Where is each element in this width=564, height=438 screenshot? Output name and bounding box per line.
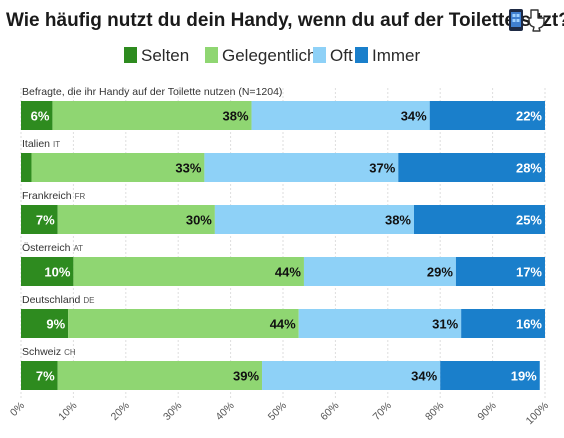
value-label-immer: 28% bbox=[516, 161, 542, 176]
category-country-code: DE bbox=[83, 296, 94, 305]
value-label-immer: 19% bbox=[511, 369, 537, 384]
bar-oft bbox=[303, 257, 456, 286]
toilet-icon bbox=[528, 9, 545, 32]
legend-swatch-immer bbox=[355, 47, 368, 63]
category-country-code: FR bbox=[75, 192, 86, 201]
category-label: Schweiz CH bbox=[22, 346, 76, 358]
chart-title: Wie häufig nutzt du dein Handy, wenn du … bbox=[6, 10, 564, 31]
bars: Befragte, die ihr Handy auf der Toilette… bbox=[21, 86, 545, 390]
value-label-oft: 38% bbox=[385, 213, 411, 228]
smartphone-icon bbox=[509, 9, 523, 31]
bar-immer bbox=[440, 361, 540, 390]
value-label-gelegentlich: 38% bbox=[223, 109, 249, 124]
x-tick-label: 50% bbox=[266, 400, 289, 423]
value-label-gelegentlich: 44% bbox=[275, 265, 301, 280]
category-label: Frankreich FR bbox=[22, 190, 85, 202]
legend-swatch-gelegentlich bbox=[205, 47, 218, 63]
x-tick-label: 90% bbox=[475, 400, 498, 423]
bar-gelegentlich bbox=[31, 153, 205, 182]
x-tick-label: 10% bbox=[56, 400, 79, 423]
value-label-selten: 9% bbox=[46, 317, 65, 332]
value-label-oft: 34% bbox=[401, 109, 427, 124]
category-label: Italien IT bbox=[22, 138, 60, 150]
bar-row-de: Deutschland DE 9% 44% 31% 16% bbox=[21, 294, 545, 338]
bar-row-it: Italien IT 33% 37% 28% bbox=[21, 138, 545, 182]
value-label-immer: 25% bbox=[516, 213, 542, 228]
bar-immer bbox=[429, 101, 545, 130]
category-label: Befragte, die ihr Handy auf der Toilette… bbox=[22, 86, 282, 98]
bar-gelegentlich bbox=[73, 257, 304, 286]
x-tick-label: 70% bbox=[371, 400, 394, 423]
value-label-selten: 7% bbox=[36, 213, 55, 228]
bar-selten bbox=[21, 361, 58, 390]
bar-selten bbox=[21, 101, 53, 130]
bar-row-ch: Schweiz CH 7% 39% 34% 19% bbox=[21, 346, 540, 390]
legend-label-oft: Oft bbox=[330, 46, 353, 65]
x-tick-label: 40% bbox=[213, 400, 236, 423]
bar-immer bbox=[461, 309, 545, 338]
value-label-gelegentlich: 33% bbox=[175, 161, 201, 176]
value-label-selten: 6% bbox=[31, 109, 50, 124]
bar-immer bbox=[455, 257, 545, 286]
category-country-code: IT bbox=[53, 140, 60, 149]
x-tick-label: 100% bbox=[524, 400, 551, 427]
value-label-gelegentlich: 39% bbox=[233, 369, 259, 384]
value-label-oft: 31% bbox=[432, 317, 458, 332]
category-country-code: AT bbox=[73, 244, 83, 253]
bar-row-total: Befragte, die ihr Handy auf der Toilette… bbox=[21, 86, 545, 130]
value-label-immer: 16% bbox=[516, 317, 542, 332]
value-label-gelegentlich: 30% bbox=[186, 213, 212, 228]
bar-gelegentlich bbox=[68, 309, 299, 338]
legend: Selten Gelegentlich Oft Immer bbox=[124, 46, 421, 65]
value-label-selten: 7% bbox=[36, 369, 55, 384]
value-label-immer: 17% bbox=[516, 265, 542, 280]
bar-oft bbox=[214, 205, 414, 234]
bar-oft bbox=[298, 309, 462, 338]
bar-immer bbox=[398, 153, 545, 182]
x-tick-label: 30% bbox=[161, 400, 184, 423]
x-tick-label: 60% bbox=[318, 400, 341, 423]
legend-swatch-oft bbox=[313, 47, 326, 63]
category-label: Deutschland DE bbox=[22, 294, 95, 306]
category-country-code: CH bbox=[64, 348, 76, 357]
value-label-selten: 10% bbox=[44, 265, 70, 280]
bar-selten bbox=[21, 257, 74, 286]
bar-gelegentlich bbox=[52, 101, 252, 130]
x-axis-ticks: 0% 10% 20% 30% 40% 50% 60% 70% 80% 90% 100% bbox=[8, 400, 551, 427]
legend-label-immer: Immer bbox=[372, 46, 421, 65]
bar-oft bbox=[251, 101, 430, 130]
bar-selten bbox=[21, 153, 32, 182]
value-label-oft: 37% bbox=[369, 161, 395, 176]
bar-row-fr: Frankreich FR 7% 30% 38% 25% bbox=[21, 190, 545, 234]
bar-oft bbox=[262, 361, 441, 390]
legend-label-selten: Selten bbox=[141, 46, 189, 65]
value-label-gelegentlich: 44% bbox=[270, 317, 296, 332]
bar-immer bbox=[414, 205, 545, 234]
value-label-oft: 29% bbox=[427, 265, 453, 280]
value-label-immer: 22% bbox=[516, 109, 542, 124]
category-label: Österreich AT bbox=[22, 242, 83, 254]
bar-row-at: Österreich AT 10% 44% 29% 17% bbox=[21, 242, 545, 286]
value-label-oft: 34% bbox=[411, 369, 437, 384]
x-tick-label: 20% bbox=[109, 400, 132, 423]
legend-label-gelegentlich: Gelegentlich bbox=[222, 46, 317, 65]
bar-gelegentlich bbox=[57, 361, 263, 390]
bar-selten bbox=[21, 309, 69, 338]
legend-swatch-selten bbox=[124, 47, 137, 63]
grid bbox=[20, 88, 546, 398]
bar-oft bbox=[204, 153, 399, 182]
bar-gelegentlich bbox=[57, 205, 215, 234]
bar-selten bbox=[21, 205, 58, 234]
x-tick-label: 80% bbox=[423, 400, 446, 423]
x-tick-label: 0% bbox=[8, 400, 27, 419]
